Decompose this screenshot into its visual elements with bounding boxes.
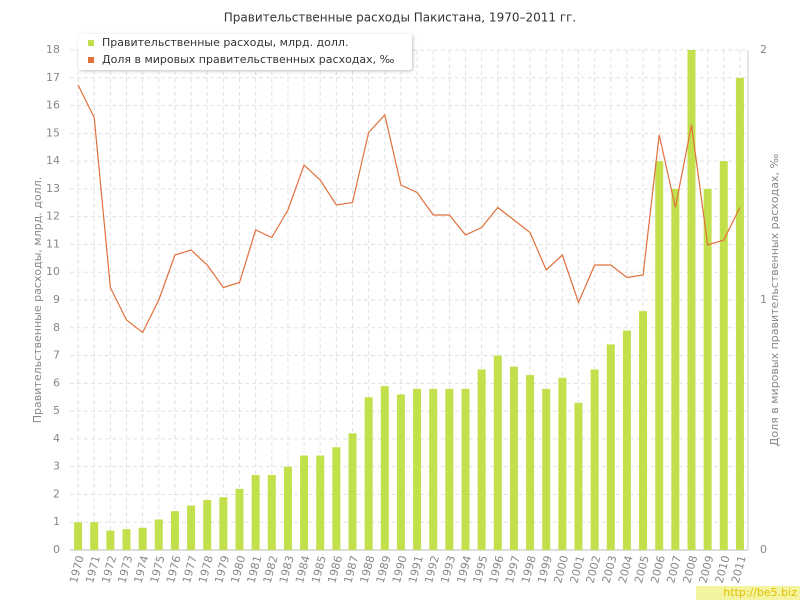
- bar: [332, 447, 341, 550]
- y-tick-label: 12: [46, 210, 60, 223]
- legend-label: Доля в мировых правительственных расхода…: [102, 53, 395, 66]
- line: [77, 84, 741, 334]
- bar: [590, 369, 599, 550]
- bar: [655, 161, 664, 550]
- y-tick-label: 2: [53, 487, 60, 500]
- bar: [429, 388, 438, 550]
- legend: Правительственные расходы, млрд. долл. До…: [78, 34, 412, 70]
- chart-title: Правительственные расходы Пакистана, 197…: [224, 11, 577, 25]
- watermark-bg: [696, 586, 800, 600]
- y-tick-label: 13: [46, 182, 60, 195]
- legend-label: Правительственные расходы, млрд. долл.: [102, 36, 348, 49]
- bar: [477, 369, 486, 550]
- bar: [558, 377, 567, 550]
- bar: [154, 519, 163, 550]
- bar: [219, 497, 228, 550]
- bar: [703, 188, 712, 550]
- bar: [719, 161, 728, 550]
- bar: [187, 505, 196, 550]
- bar: [267, 475, 276, 550]
- y-tick-label: 4: [53, 432, 60, 445]
- y-tick-label: 14: [46, 154, 60, 167]
- bar: [251, 475, 260, 550]
- y-tick-label: 0: [53, 543, 60, 556]
- bar: [348, 433, 357, 550]
- bar: [622, 330, 631, 550]
- bar: [671, 188, 680, 550]
- bar: [687, 50, 696, 550]
- y-tick-label: 6: [53, 376, 60, 389]
- bar: [74, 522, 83, 550]
- y2-tick-label: 2: [760, 43, 767, 56]
- bar: [413, 388, 422, 550]
- y-tick-label: 1: [53, 515, 60, 528]
- bar: [396, 394, 405, 550]
- y2-tick-label: 1: [760, 293, 767, 306]
- y-tick-label: 8: [53, 321, 60, 334]
- y-tick-label: 10: [46, 265, 60, 278]
- bar: [461, 388, 470, 550]
- y-tick-label: 9: [53, 293, 60, 306]
- legend-box: [78, 34, 412, 70]
- y-tick-label: 11: [46, 237, 60, 250]
- y2-axis-label: Доля в мировых правительственных расхода…: [768, 154, 781, 447]
- bar: [380, 386, 389, 550]
- bar: [235, 488, 244, 550]
- y-axis-label: Правительственные расходы, млрд. долл.: [31, 177, 44, 423]
- bar: [283, 466, 292, 550]
- bar: [170, 511, 179, 550]
- bar: [606, 344, 615, 550]
- bar: [203, 500, 212, 550]
- y-tick-label: 5: [53, 404, 60, 417]
- y-tick-label: 17: [46, 71, 60, 84]
- bar: [526, 375, 535, 550]
- bar: [138, 527, 147, 550]
- bar: [735, 77, 744, 551]
- y-tick-label: 16: [46, 99, 60, 112]
- y-tick-label: 15: [46, 126, 60, 139]
- bar: [300, 455, 309, 550]
- bar: [639, 311, 648, 550]
- y-tick-label: 18: [46, 43, 60, 56]
- y-tick-label: 7: [53, 349, 60, 362]
- bar: [106, 530, 115, 550]
- bar: [90, 522, 99, 550]
- bar: [364, 397, 373, 550]
- y-tick-label: 3: [53, 460, 60, 473]
- bar: [509, 366, 518, 550]
- bar: [445, 388, 454, 550]
- bar: [574, 402, 583, 550]
- legend-marker: [88, 57, 94, 63]
- bar: [493, 355, 502, 550]
- watermark: http://be5.biz: [723, 586, 797, 599]
- bar: [122, 529, 131, 550]
- bar: [542, 388, 551, 550]
- bar: [316, 455, 325, 550]
- y2-tick-label: 0: [760, 543, 767, 556]
- legend-marker: [88, 40, 94, 46]
